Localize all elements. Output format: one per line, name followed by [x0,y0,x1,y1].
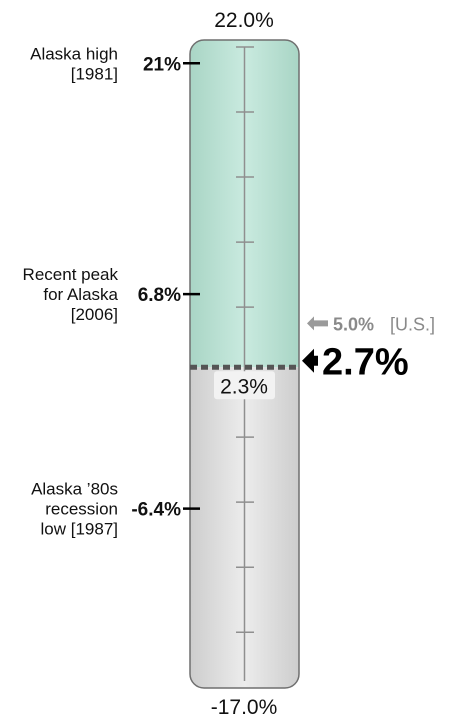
us-value-label: 5.0% [333,314,374,334]
scale-max-label: 22.0% [214,9,274,32]
marker-value-label: -6.4% [131,500,181,521]
marker-value-label: 21% [143,54,181,75]
us-tag-label: [U.S.] [390,314,435,334]
marker-description-line: for Alaska [43,285,118,304]
marker-description-line: Alaska high [30,44,118,63]
us-indicator: 5.0% [U.S.] [307,314,435,334]
us-arrow-icon [307,316,328,331]
current-indicator: 2.7% [302,342,409,384]
threshold-label: 2.3% [220,375,268,398]
current-value-label: 2.7% [322,342,409,384]
scale-min-label: -17.0% [211,696,278,719]
marker-value-label: 6.8% [138,285,181,306]
scale-ticks [236,46,254,633]
marker-description-line: Recent peak [23,265,119,284]
marker-description-line: [1981] [71,64,118,83]
gauge-tube-outline [189,39,300,689]
current-arrow-icon [302,348,318,373]
marker-description-line: Alaska ’80s [31,480,118,499]
marker-description-line: recession [45,500,118,519]
marker-description-line: low [1987] [41,520,119,539]
marker-description-line: [2006] [71,305,118,324]
threshold-label-background [214,371,275,400]
